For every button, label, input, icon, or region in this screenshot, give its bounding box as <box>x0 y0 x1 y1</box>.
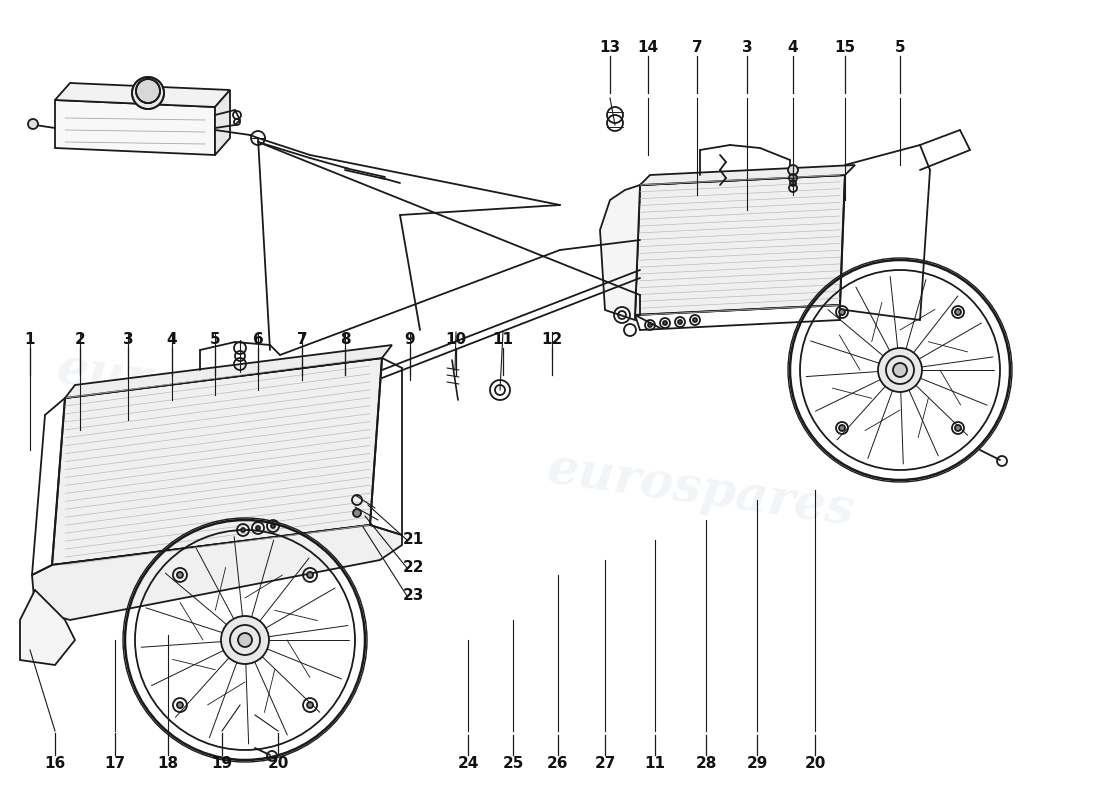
Text: 6: 6 <box>253 333 263 347</box>
Circle shape <box>256 526 260 530</box>
Circle shape <box>221 616 270 664</box>
Polygon shape <box>55 83 230 107</box>
Circle shape <box>839 309 845 315</box>
Circle shape <box>693 318 697 322</box>
Text: 3: 3 <box>741 41 752 55</box>
Circle shape <box>271 524 275 528</box>
Text: 3: 3 <box>123 333 133 347</box>
Polygon shape <box>65 345 392 398</box>
Circle shape <box>132 77 164 109</box>
Circle shape <box>648 323 652 327</box>
Polygon shape <box>20 590 75 665</box>
Text: 26: 26 <box>548 755 569 770</box>
Circle shape <box>893 363 907 377</box>
Text: 29: 29 <box>746 755 768 770</box>
Circle shape <box>678 320 682 324</box>
Text: 14: 14 <box>637 41 659 55</box>
Circle shape <box>663 321 667 325</box>
Text: 22: 22 <box>403 561 424 575</box>
Text: 1: 1 <box>24 333 35 347</box>
Circle shape <box>177 702 183 708</box>
Circle shape <box>136 79 160 103</box>
Polygon shape <box>635 175 845 315</box>
Text: 9: 9 <box>405 333 416 347</box>
Polygon shape <box>32 525 401 620</box>
Text: 8: 8 <box>340 333 350 347</box>
Circle shape <box>307 572 314 578</box>
Text: eurospares: eurospares <box>53 344 366 436</box>
Text: 25: 25 <box>503 755 524 770</box>
Circle shape <box>353 509 361 517</box>
Text: 5: 5 <box>210 333 220 347</box>
Text: 23: 23 <box>403 589 424 603</box>
Text: 12: 12 <box>541 333 562 347</box>
Text: 2: 2 <box>75 333 86 347</box>
Circle shape <box>955 425 961 431</box>
Text: 20: 20 <box>804 755 826 770</box>
Text: 28: 28 <box>695 755 717 770</box>
Text: 20: 20 <box>267 755 288 770</box>
Circle shape <box>241 528 245 532</box>
Circle shape <box>238 633 252 647</box>
Polygon shape <box>55 100 215 155</box>
Text: 7: 7 <box>692 41 702 55</box>
Circle shape <box>307 702 314 708</box>
Polygon shape <box>214 90 230 155</box>
Circle shape <box>177 572 183 578</box>
Text: 16: 16 <box>44 755 66 770</box>
Text: 4: 4 <box>167 333 177 347</box>
Circle shape <box>955 309 961 315</box>
Text: 5: 5 <box>894 41 905 55</box>
Text: eurospares: eurospares <box>543 444 857 536</box>
Text: 19: 19 <box>211 755 232 770</box>
Text: 10: 10 <box>446 333 466 347</box>
Text: 15: 15 <box>835 41 856 55</box>
Polygon shape <box>52 358 382 565</box>
Circle shape <box>878 348 922 392</box>
Text: 11: 11 <box>493 333 514 347</box>
Circle shape <box>28 119 38 129</box>
Text: 27: 27 <box>594 755 616 770</box>
Polygon shape <box>640 165 855 185</box>
Text: 4: 4 <box>788 41 799 55</box>
Text: 17: 17 <box>104 755 125 770</box>
Text: 18: 18 <box>157 755 178 770</box>
Text: 21: 21 <box>403 533 424 547</box>
Polygon shape <box>600 185 640 320</box>
Text: 7: 7 <box>297 333 307 347</box>
Circle shape <box>839 425 845 431</box>
Text: 13: 13 <box>600 41 620 55</box>
Circle shape <box>788 165 798 175</box>
Text: 11: 11 <box>645 755 665 770</box>
Text: 24: 24 <box>458 755 478 770</box>
